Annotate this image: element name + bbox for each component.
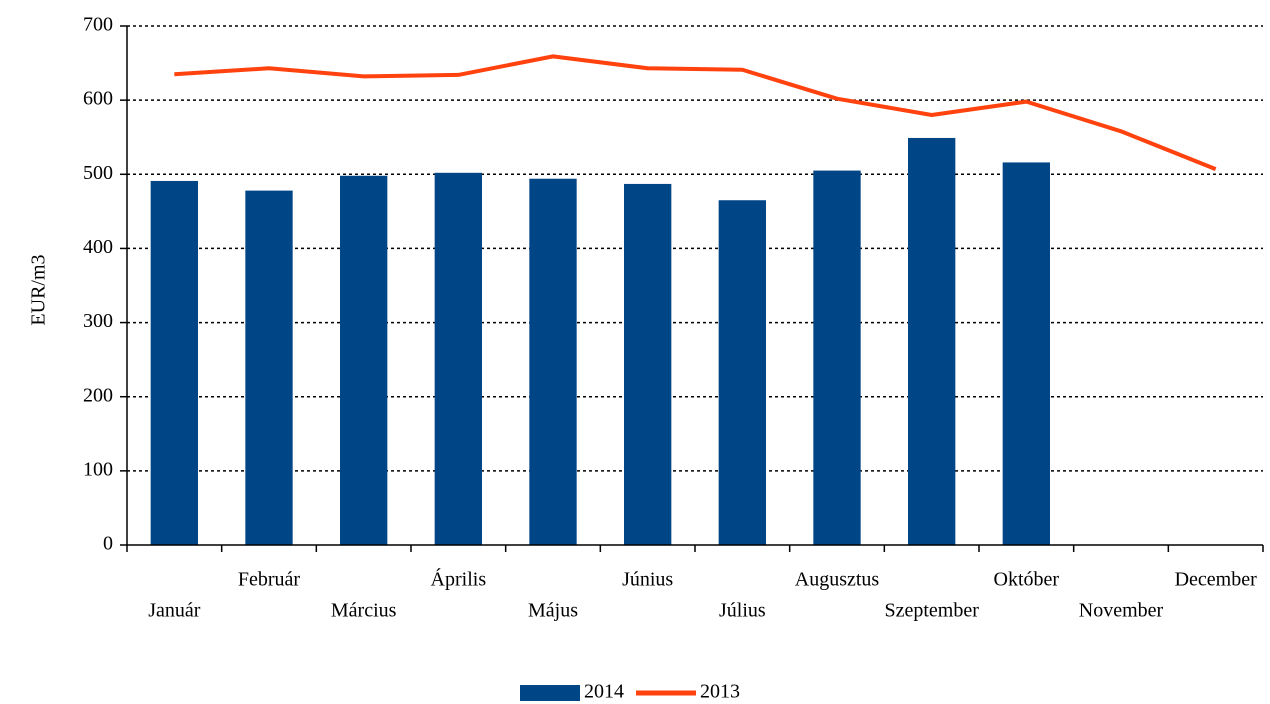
bar [434, 172, 482, 545]
legend-label: 2014 [584, 681, 624, 703]
x-tick-label: Szeptember [884, 600, 979, 622]
y-tick-label: 700 [83, 14, 113, 36]
x-tick-label: Július [719, 600, 766, 622]
legend-label: 2013 [700, 681, 740, 703]
x-tick-label: Augusztus [795, 569, 880, 591]
legend-swatch [520, 685, 580, 701]
y-tick-label: 500 [83, 162, 113, 184]
y-tick-label: 300 [83, 310, 113, 332]
bar [908, 137, 956, 545]
y-tick-label: 200 [83, 384, 113, 406]
y-tick-label: 100 [83, 458, 113, 480]
x-tick-label: November [1079, 600, 1164, 622]
y-tick-label: 0 [103, 533, 113, 555]
x-tick-label: Május [528, 600, 578, 622]
bar [1002, 162, 1050, 545]
line [174, 54, 1217, 171]
bar [529, 178, 577, 545]
y-tick-label: 600 [83, 88, 113, 110]
x-tick-label: Január [148, 600, 201, 622]
x-tick-label: Március [331, 600, 397, 622]
x-tick-label: Október [994, 569, 1060, 591]
x-tick-label: Április [431, 568, 487, 591]
bar [813, 170, 861, 546]
y-axis-label: EUR/m3 [28, 254, 50, 325]
x-tick-label: Február [238, 569, 301, 591]
x-tick-label: December [1175, 569, 1258, 591]
y-tick-label: 400 [83, 236, 113, 258]
bar [718, 200, 766, 545]
bar [624, 183, 672, 545]
x-tick-label: Június [622, 569, 673, 591]
bar [245, 190, 293, 545]
bar [340, 175, 388, 546]
bar [150, 180, 198, 546]
